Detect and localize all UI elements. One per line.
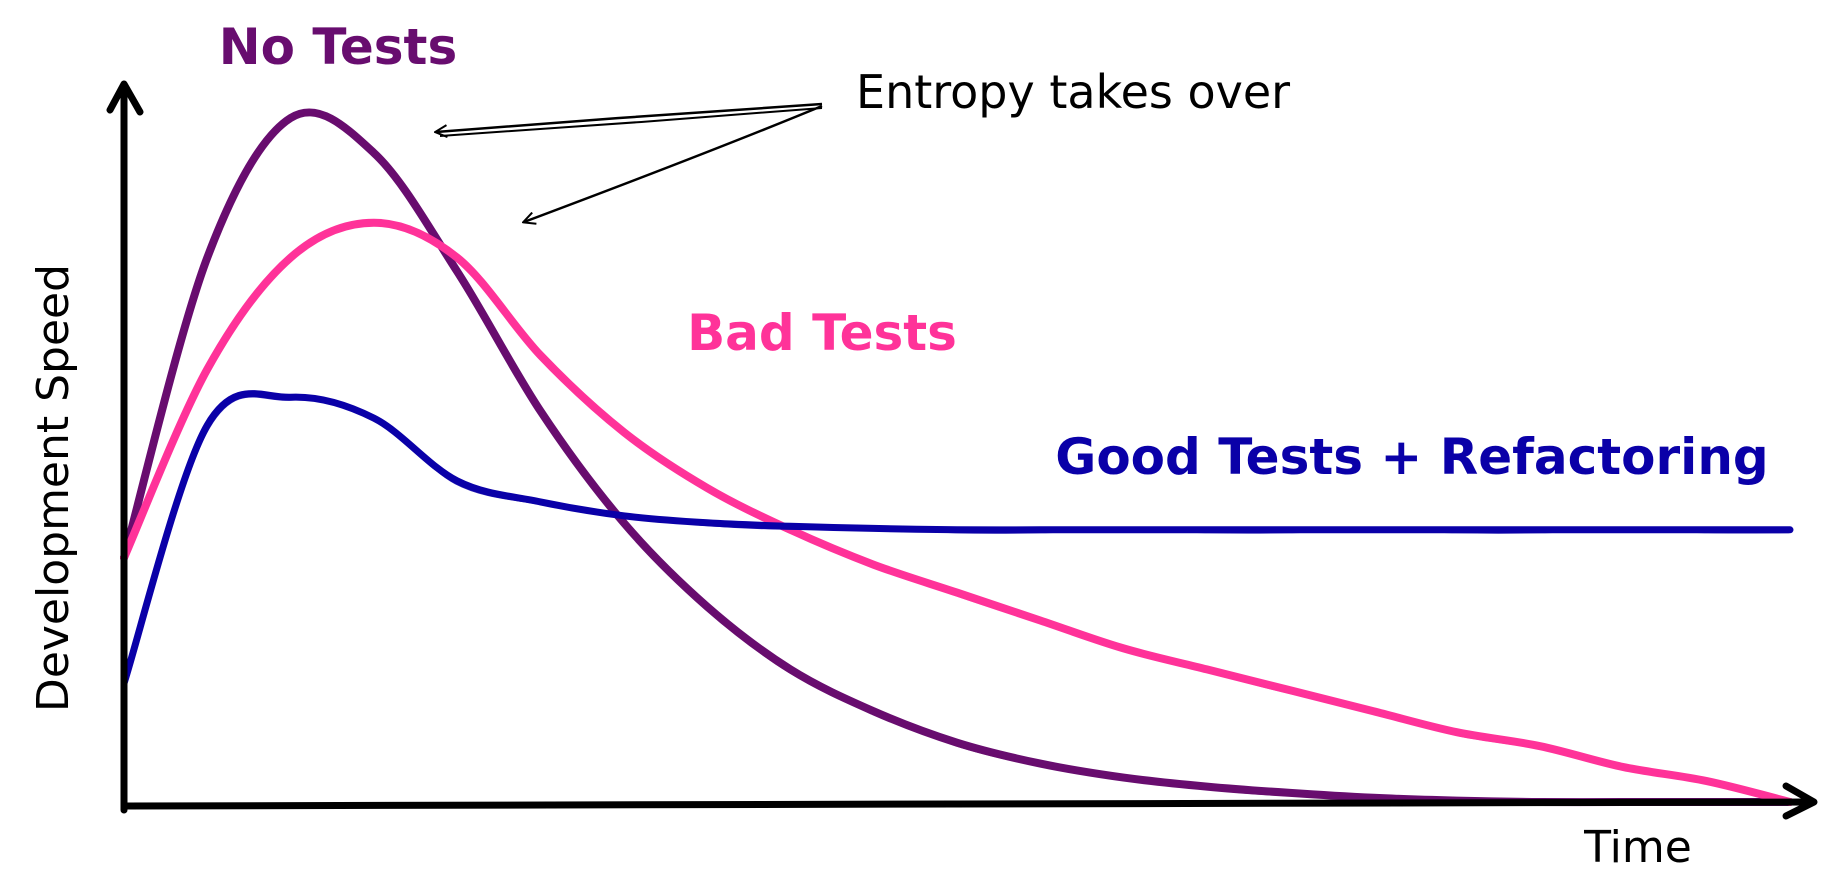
series-label-no-tests: No Tests	[219, 18, 457, 76]
y-axis-arrowhead-icon	[106, 80, 144, 116]
annotation-arrow-to-no-tests	[436, 102, 823, 132]
annotation-entropy: Entropy takes over	[436, 65, 1290, 222]
series-line-bad-tests	[120, 218, 1794, 806]
axes	[106, 80, 1818, 820]
series-label-good-tests: Good Tests + Refactoring	[1055, 428, 1768, 486]
series-label-bad-tests: Bad Tests	[687, 304, 957, 362]
y-axis-label: Development Speed	[28, 264, 79, 712]
series-line-sketch-good-tests-refactoring	[121, 394, 1790, 684]
x-axis-line	[120, 798, 1814, 810]
x-axis-label: Time	[1583, 822, 1692, 873]
series-line-sketch-bad-tests	[121, 220, 1790, 806]
x-axis-arrowhead-icon	[1782, 782, 1818, 820]
annotation-label: Entropy takes over	[856, 65, 1290, 119]
annotation-arrow-to-no-tests-sketch	[439, 107, 823, 137]
annotation-arrow-to-bad-tests	[524, 104, 823, 222]
